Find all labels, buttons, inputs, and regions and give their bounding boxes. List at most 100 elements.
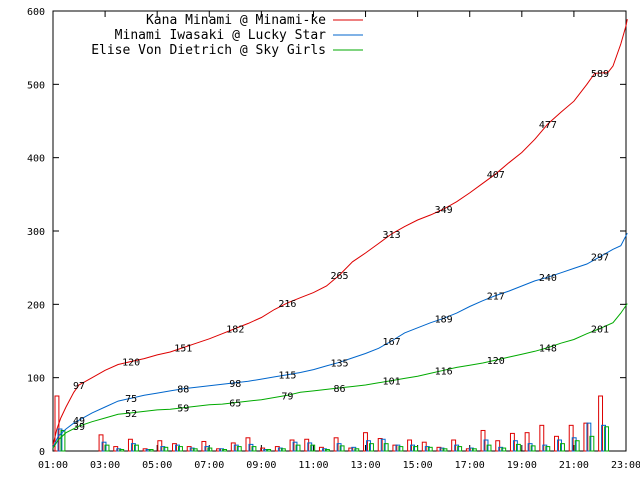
- bar-blue: [130, 443, 136, 452]
- bar-red: [172, 443, 177, 452]
- bar-green: [354, 448, 360, 452]
- data-label: 151: [174, 344, 192, 355]
- x-tick-label: 05:00: [142, 460, 172, 471]
- bar-red: [598, 395, 604, 452]
- bar-blue: [424, 446, 430, 452]
- hourly-bars: [54, 395, 610, 452]
- bar-blue: [410, 444, 416, 452]
- series-lines: [52, 19, 628, 449]
- bar-red: [304, 438, 310, 452]
- bar-blue: [307, 442, 313, 452]
- data-label: 115: [278, 371, 296, 382]
- bar-blue: [101, 441, 107, 452]
- bar-green: [427, 446, 433, 452]
- bar-blue: [175, 444, 180, 452]
- bar-green: [222, 449, 228, 452]
- bar-green: [104, 444, 110, 452]
- bar-red: [157, 440, 163, 452]
- bar-red: [524, 432, 530, 452]
- bar-red: [392, 444, 398, 452]
- bar-green: [266, 449, 272, 452]
- bar-blue: [277, 447, 283, 452]
- bar-green: [545, 446, 551, 452]
- bar-green: [178, 446, 183, 452]
- data-label: 116: [435, 366, 453, 377]
- bar-blue: [468, 447, 474, 452]
- data-label: 216: [278, 299, 296, 310]
- data-label: 217: [487, 292, 505, 303]
- data-label: 75: [125, 394, 137, 405]
- data-label: 240: [539, 273, 557, 284]
- bar-red: [377, 438, 383, 452]
- bar-green: [369, 443, 374, 452]
- bar-blue: [454, 444, 460, 452]
- bar-red: [230, 442, 236, 452]
- data-labels: 97 120 151 182 216 265 313 349 407 477 589 49 75 88 98…: [73, 69, 609, 433]
- data-label: 297: [591, 253, 609, 264]
- bar-green: [251, 446, 257, 452]
- bar-blue: [395, 444, 401, 452]
- bar-red: [348, 447, 354, 452]
- bar-blue: [248, 443, 254, 452]
- data-label: 98: [229, 379, 241, 390]
- data-label: 201: [591, 325, 609, 336]
- bar-red: [509, 432, 515, 452]
- data-label: 120: [487, 356, 505, 367]
- data-label: 589: [591, 69, 609, 80]
- bar-blue: [380, 438, 386, 452]
- bar-green: [60, 429, 66, 452]
- bar-green: [589, 435, 595, 452]
- bar-blue: [557, 439, 562, 452]
- data-label: 86: [333, 384, 345, 395]
- bar-blue: [527, 443, 533, 452]
- y-tick-label: 100: [27, 374, 45, 385]
- bar-blue: [189, 447, 195, 452]
- x-tick-label: 15:00: [403, 460, 433, 471]
- bar-green: [163, 446, 169, 452]
- y-tick-label: 500: [27, 80, 45, 91]
- bar-red: [554, 435, 559, 452]
- bar-green: [471, 448, 477, 452]
- series-line-2: [52, 303, 628, 449]
- bar-blue: [512, 440, 518, 452]
- data-label: 407: [487, 170, 505, 181]
- data-label: 120: [122, 358, 140, 369]
- data-label: 52: [125, 409, 137, 420]
- bar-blue: [439, 447, 445, 452]
- y-tick-label: 600: [27, 7, 45, 18]
- bar-green: [207, 447, 213, 452]
- bar-blue: [204, 446, 210, 452]
- x-tick-label: 03:00: [90, 460, 120, 471]
- x-tick-label: 01:00: [38, 460, 68, 471]
- bar-red: [480, 429, 486, 452]
- data-label: 349: [435, 205, 453, 216]
- bar-blue: [571, 437, 577, 452]
- bar-green: [486, 444, 492, 452]
- y-tick-label: 400: [27, 154, 45, 165]
- bar-green: [560, 443, 565, 452]
- bar-blue: [498, 446, 504, 452]
- x-tick-label: 11:00: [298, 460, 328, 471]
- bar-green: [133, 444, 139, 452]
- bar-green: [236, 446, 242, 452]
- bar-red: [436, 446, 442, 452]
- data-label: 88: [177, 385, 189, 396]
- bar-green: [442, 448, 448, 452]
- series-line-1: [52, 232, 628, 448]
- data-label: 189: [435, 314, 453, 325]
- data-label: 65: [229, 399, 241, 410]
- bar-red: [186, 446, 192, 452]
- data-label: 59: [177, 404, 189, 415]
- bar-green: [604, 426, 610, 452]
- bar-blue: [366, 440, 371, 452]
- bar-red: [127, 438, 133, 452]
- y-tick-label: 0: [39, 447, 45, 458]
- data-label: 135: [330, 358, 348, 369]
- bar-blue: [263, 449, 269, 452]
- x-tick-label: 19:00: [507, 460, 537, 471]
- legend-label-0: Kana Minami @ Minami-ke: [146, 13, 326, 28]
- data-label: 265: [330, 271, 348, 282]
- bar-blue: [542, 444, 548, 452]
- data-label: 313: [383, 230, 401, 241]
- bar-green: [310, 444, 316, 452]
